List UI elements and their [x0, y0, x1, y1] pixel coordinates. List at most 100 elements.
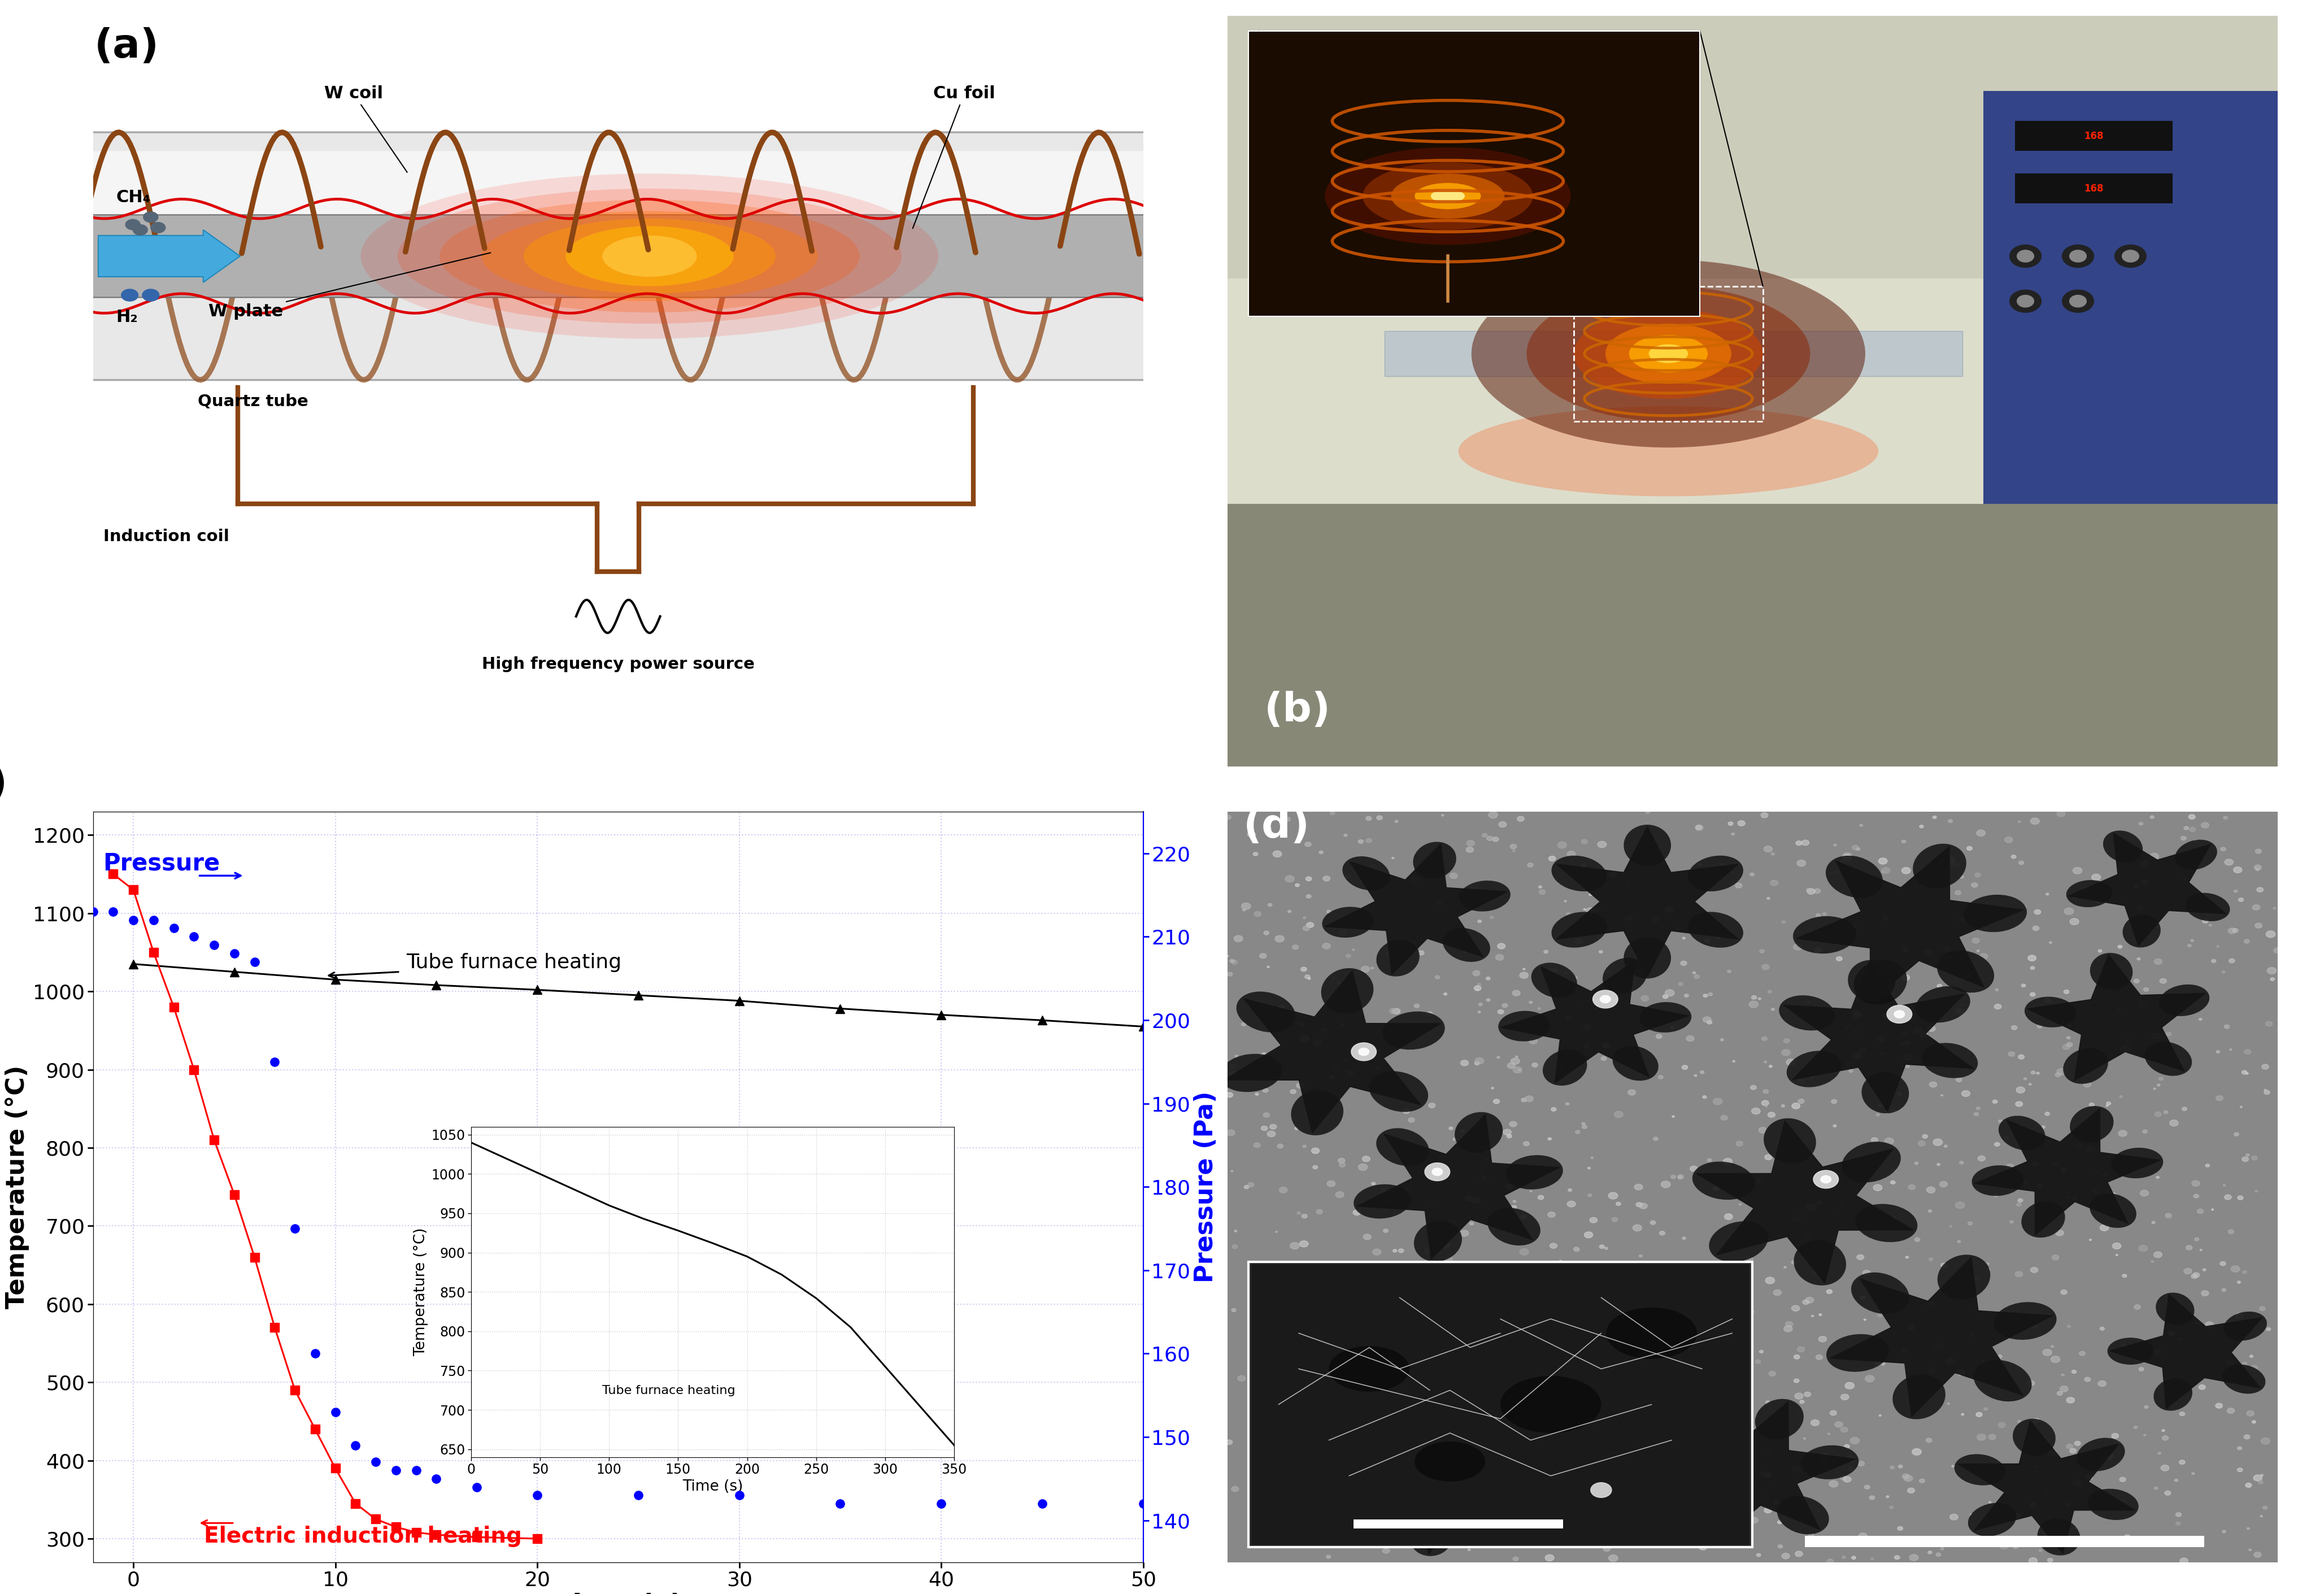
Circle shape: [2259, 1481, 2264, 1484]
Circle shape: [2254, 866, 2261, 870]
Circle shape: [2115, 1205, 2122, 1210]
Circle shape: [2252, 1420, 2257, 1423]
Circle shape: [1792, 1305, 1799, 1312]
Ellipse shape: [1525, 1353, 1580, 1388]
Circle shape: [1476, 1313, 1480, 1317]
Circle shape: [1504, 1129, 1511, 1135]
Circle shape: [1580, 1004, 1583, 1006]
Ellipse shape: [1687, 856, 1743, 891]
Circle shape: [2133, 979, 2140, 983]
Ellipse shape: [1645, 1465, 1703, 1498]
Circle shape: [1385, 1524, 1387, 1525]
Circle shape: [1276, 1505, 1281, 1508]
Circle shape: [1371, 1404, 1380, 1411]
Circle shape: [2133, 1159, 2138, 1162]
Circle shape: [2154, 1052, 2164, 1058]
Circle shape: [1752, 996, 1757, 999]
Circle shape: [1750, 1240, 1757, 1247]
Circle shape: [2143, 880, 2147, 885]
Circle shape: [1952, 1285, 1957, 1290]
Circle shape: [2196, 1208, 2203, 1213]
Circle shape: [1583, 1122, 1585, 1125]
Circle shape: [1260, 953, 1267, 958]
Circle shape: [1834, 1125, 1836, 1127]
Circle shape: [1513, 990, 1520, 996]
Circle shape: [1697, 1328, 1701, 1333]
Circle shape: [2219, 1261, 2226, 1266]
Ellipse shape: [1294, 238, 1369, 268]
Ellipse shape: [2071, 1106, 2113, 1143]
Circle shape: [1583, 1125, 1587, 1129]
Circle shape: [2052, 1162, 2057, 1165]
Circle shape: [1859, 1533, 1866, 1540]
Circle shape: [1478, 920, 1480, 923]
Circle shape: [2082, 1082, 2092, 1087]
Circle shape: [1294, 883, 1299, 886]
Circle shape: [1462, 1130, 1464, 1132]
Circle shape: [2180, 837, 2187, 840]
Ellipse shape: [1794, 1240, 1845, 1285]
Circle shape: [1780, 1105, 1785, 1106]
Circle shape: [1343, 1058, 1348, 1062]
Circle shape: [2254, 1553, 2261, 1557]
Circle shape: [1329, 1076, 1334, 1079]
Circle shape: [1274, 1062, 1278, 1065]
Circle shape: [2045, 1315, 2052, 1318]
Ellipse shape: [2185, 893, 2231, 921]
Circle shape: [2229, 958, 2236, 963]
Circle shape: [1917, 1141, 1924, 1146]
Circle shape: [1566, 1015, 1571, 1020]
Circle shape: [1499, 821, 1506, 827]
Ellipse shape: [439, 199, 860, 312]
Circle shape: [2017, 1199, 2022, 1202]
Circle shape: [2140, 942, 2143, 944]
Circle shape: [1896, 1527, 1903, 1530]
Circle shape: [1497, 955, 1504, 960]
Circle shape: [1752, 1108, 1759, 1114]
Circle shape: [1350, 1042, 1376, 1060]
Ellipse shape: [2154, 1379, 2192, 1411]
Circle shape: [1497, 1057, 1499, 1058]
Circle shape: [2180, 1412, 2185, 1415]
Circle shape: [1954, 862, 1959, 867]
Circle shape: [1831, 872, 1834, 875]
Circle shape: [2071, 1371, 2075, 1374]
Circle shape: [1659, 1076, 1664, 1079]
Circle shape: [2233, 867, 2243, 874]
Circle shape: [2254, 923, 2261, 928]
Circle shape: [2199, 1019, 2203, 1020]
Circle shape: [2001, 1511, 2006, 1514]
Circle shape: [1613, 1288, 1622, 1294]
Circle shape: [2029, 955, 2036, 961]
Circle shape: [1771, 853, 1776, 856]
Circle shape: [1843, 853, 1852, 859]
Circle shape: [1820, 1175, 1831, 1183]
Circle shape: [2029, 1084, 2031, 1086]
Circle shape: [1271, 1436, 1281, 1443]
Ellipse shape: [565, 226, 734, 287]
Circle shape: [1961, 1090, 1971, 1097]
Circle shape: [1624, 1511, 1629, 1514]
Circle shape: [1694, 1074, 1697, 1076]
Circle shape: [2194, 1272, 2201, 1277]
Circle shape: [1232, 1486, 1239, 1492]
Circle shape: [2133, 1305, 2140, 1309]
Circle shape: [1827, 1290, 1831, 1294]
Circle shape: [2185, 826, 2189, 830]
Circle shape: [2238, 1468, 2243, 1471]
Circle shape: [1882, 917, 1887, 921]
Circle shape: [1836, 870, 1838, 874]
Circle shape: [1662, 995, 1669, 998]
Circle shape: [1487, 837, 1492, 840]
Circle shape: [1550, 1243, 1557, 1248]
Circle shape: [2238, 1447, 2243, 1451]
Circle shape: [1720, 1039, 1724, 1041]
Polygon shape: [1353, 1420, 1522, 1554]
Circle shape: [1938, 983, 1943, 988]
Circle shape: [2164, 1490, 2171, 1495]
Circle shape: [1792, 1466, 1801, 1473]
Circle shape: [1441, 1261, 1448, 1267]
Circle shape: [1713, 1098, 1722, 1105]
Ellipse shape: [1638, 1003, 1692, 1033]
Circle shape: [1557, 1447, 1564, 1454]
